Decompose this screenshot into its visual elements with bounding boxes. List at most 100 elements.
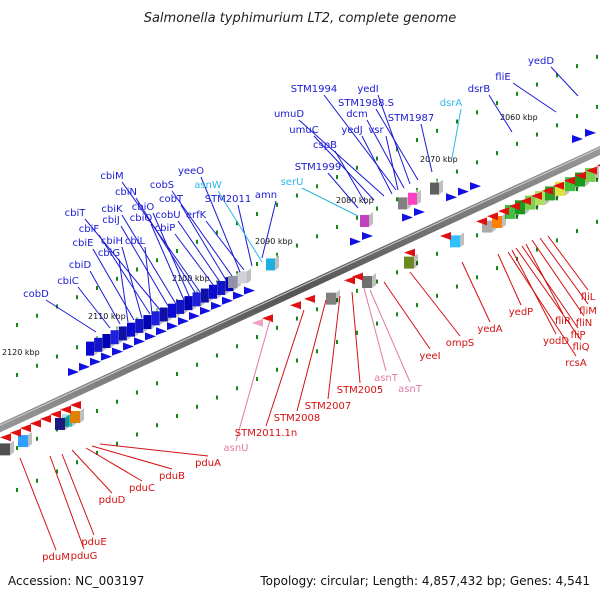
- gene-label: vsr: [368, 125, 384, 136]
- gene-block-reverse-side: [65, 414, 69, 430]
- tick-mark: [276, 252, 278, 257]
- gene-label: fliP: [570, 330, 585, 341]
- gene-label: STM1988.S: [338, 98, 394, 109]
- tick-mark: [316, 307, 318, 312]
- reverse-arrow: [30, 419, 41, 428]
- gene-label: yeeO: [178, 166, 204, 177]
- tick-mark: [496, 101, 498, 106]
- gene-block-forward: [200, 288, 209, 303]
- gene-block-reverse: [482, 220, 492, 233]
- leader-line: [205, 220, 245, 271]
- reverse-arrow: [0, 433, 11, 442]
- gene-label: pduE: [81, 537, 106, 548]
- forward-arrow: [414, 207, 425, 216]
- gene-block-forward-top: [430, 179, 443, 183]
- gene-label: STM2011: [205, 194, 252, 205]
- reverse-arrow: [50, 410, 61, 419]
- tick-mark: [336, 175, 338, 180]
- gene-labels: yedD fliE dsrB dsrA STM1987 STM1988.S yedI STM1…: [23, 56, 597, 563]
- gene-label: asnT: [374, 373, 399, 384]
- gene-block-forward: [228, 275, 237, 288]
- gene-label: cobU: [155, 210, 180, 221]
- forward-arrow: [350, 237, 361, 246]
- reverse-arrow: [476, 217, 487, 226]
- leader-line: [217, 190, 263, 263]
- gene-block-forward-top: [398, 194, 411, 198]
- gene-block-forward: [238, 271, 247, 284]
- gene-block-forward: [110, 330, 119, 345]
- gene-block-forward: [127, 322, 135, 337]
- genome-stats-text: Topology: circular; Length: 4,857,432 bp…: [259, 574, 590, 588]
- gene-label: cbiN: [115, 187, 137, 198]
- tick-mark: [116, 399, 118, 404]
- gene-block-forward: [135, 318, 144, 333]
- reverse-arrow: [586, 166, 597, 175]
- forward-arrow: [572, 134, 583, 143]
- gene-block-forward-top: [238, 268, 251, 272]
- gene-label: STM1999: [295, 162, 342, 173]
- gene-label: cobS: [150, 180, 174, 191]
- gene-label: cobT: [159, 194, 184, 205]
- leader-line: [547, 235, 589, 291]
- tick-mark: [136, 432, 138, 437]
- gene-label: cbiT: [65, 208, 87, 219]
- gene-label: STM1994: [291, 84, 338, 95]
- tick-mark: [596, 54, 598, 59]
- gene-label: fliL: [581, 292, 596, 303]
- tick-mark: [516, 214, 518, 219]
- leader-line: [92, 248, 135, 321]
- leader-line: [383, 281, 431, 350]
- tick-mark: [476, 110, 478, 115]
- gene-block-reverse: [362, 276, 372, 289]
- tick-mark: [376, 321, 378, 326]
- tick-mark: [356, 330, 358, 335]
- gene-label: cbiK: [101, 204, 123, 215]
- gene-label: STM2011.1n: [235, 428, 297, 439]
- tick-mark: [556, 123, 558, 128]
- tick-mark: [56, 354, 58, 359]
- tick-mark: [316, 184, 318, 189]
- leader-line: [150, 223, 185, 301]
- forward-arrow: [402, 213, 413, 222]
- gene-label: cbiP: [155, 223, 176, 234]
- label-leader-lines: [19, 66, 589, 551]
- gene-label: yodD: [543, 336, 569, 347]
- gene-block-forward: [86, 341, 94, 356]
- gene-block-reverse: [505, 204, 515, 219]
- gene-label: dcm: [346, 109, 368, 120]
- gene-block-forward: [398, 197, 407, 210]
- reverse-arrow: [498, 207, 509, 216]
- reverse-arrow: [60, 405, 71, 414]
- tick-mark: [316, 349, 318, 354]
- gene-block-forward: [102, 334, 111, 349]
- gene-block-reverse: [492, 215, 502, 228]
- gene-label: STM2007: [305, 401, 352, 412]
- forward-arrow: [79, 362, 90, 371]
- reverse-arrow: [487, 212, 498, 221]
- gene-label: fliM: [579, 306, 597, 317]
- tick-mark: [496, 266, 498, 271]
- gene-block-reverse: [0, 443, 10, 456]
- gene-block-reverse-side: [372, 273, 376, 289]
- leader-line: [121, 246, 143, 319]
- gene-block-forward-side: [439, 179, 443, 195]
- leader-line: [409, 271, 461, 337]
- leader-line: [363, 287, 387, 372]
- leader-line: [261, 200, 277, 259]
- gene-label: fliN: [576, 318, 593, 329]
- kbp-label: 2110 kbp: [88, 312, 126, 321]
- tick-mark: [276, 202, 278, 207]
- tick-mark: [36, 436, 38, 441]
- leader-line: [121, 181, 201, 293]
- reverse-arrow: [520, 196, 531, 205]
- leader-line: [334, 150, 367, 205]
- gene-block-reverse-top: [326, 289, 340, 293]
- tick-mark: [116, 276, 118, 281]
- gene-label: pduG: [71, 551, 98, 562]
- tick-mark: [56, 469, 58, 474]
- leader-line: [550, 66, 579, 97]
- tick-mark: [156, 258, 158, 263]
- leader-line: [313, 135, 375, 201]
- tick-mark: [96, 285, 98, 290]
- gene-block-reverse-top: [18, 432, 32, 436]
